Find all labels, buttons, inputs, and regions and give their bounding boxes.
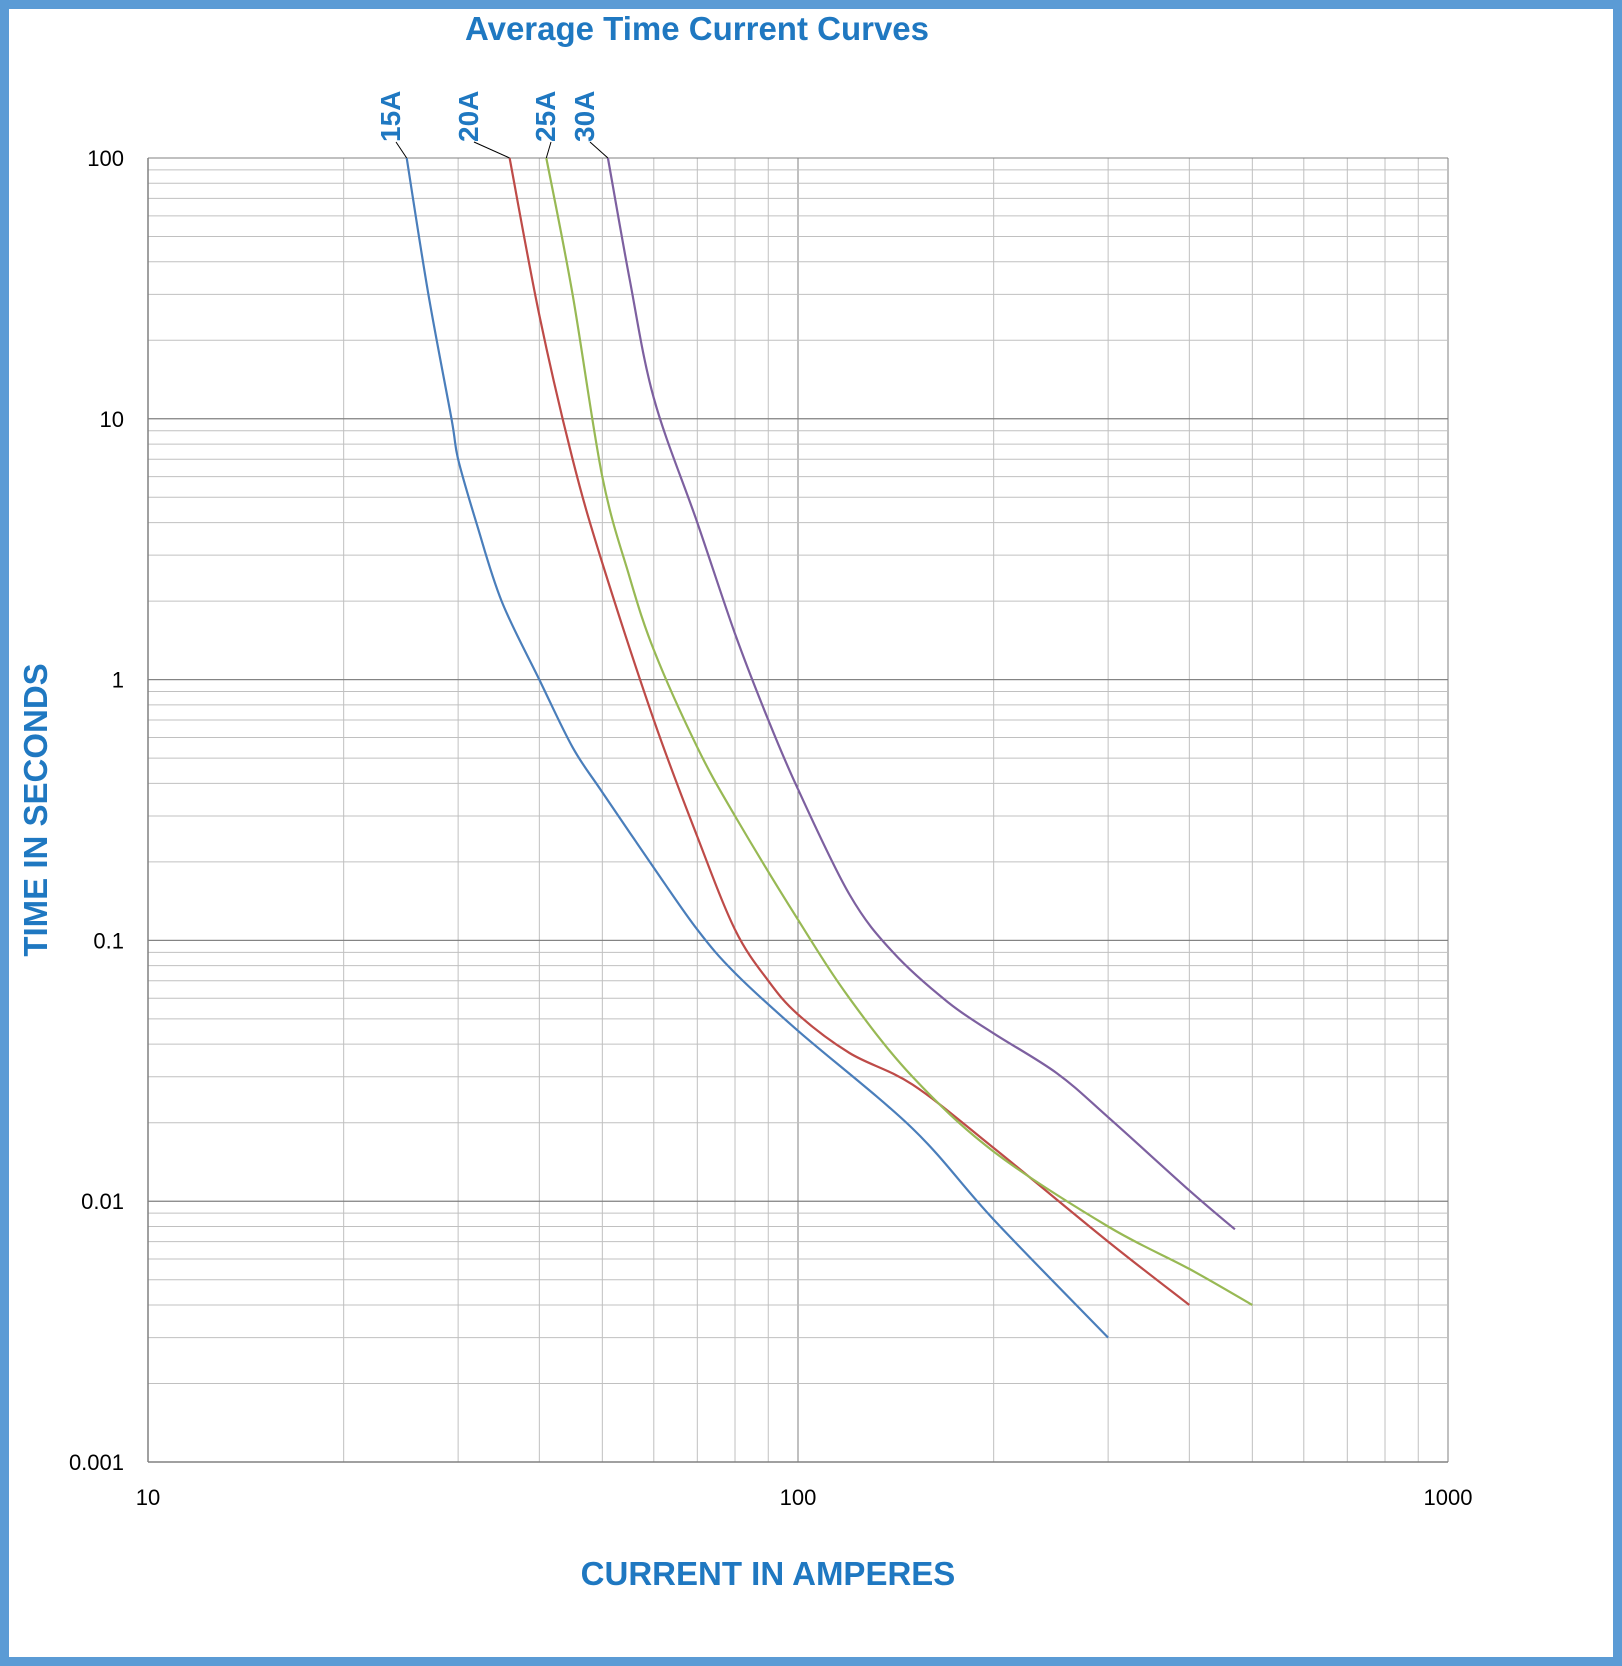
curve-label-30a: 30A xyxy=(569,91,600,142)
x-tick-label: 10 xyxy=(136,1485,160,1510)
grid xyxy=(147,157,1449,1463)
x-tick-label: 100 xyxy=(780,1485,817,1510)
y-tick-label: 0.001 xyxy=(69,1450,124,1475)
chart-title: Average Time Current Curves xyxy=(465,10,929,47)
curve-label-15a: 15A xyxy=(375,91,406,142)
y-axis-title: TIME IN SECONDS xyxy=(17,663,54,956)
curve-20a xyxy=(508,157,1190,1306)
curve-label-25a: 25A xyxy=(530,91,561,142)
curve-labels: 15A 20A 25A 30A xyxy=(375,91,609,159)
x-tick-label: 1000 xyxy=(1424,1485,1473,1510)
curve-15a xyxy=(405,157,1109,1339)
curve-label-leader xyxy=(545,141,552,159)
y-tick-label: 10 xyxy=(100,407,124,432)
curves xyxy=(405,157,1253,1339)
curve-label-leader xyxy=(473,141,510,159)
y-tick-label: 0.1 xyxy=(93,928,124,953)
curve-30a xyxy=(606,157,1236,1231)
curve-label-20a: 20A xyxy=(453,91,484,142)
curve-25a xyxy=(545,157,1253,1306)
tick-labels: 100 10 1 0.1 0.01 0.001 10 100 1000 xyxy=(69,146,1473,1510)
y-tick-label: 100 xyxy=(87,146,124,171)
curve-label-leader xyxy=(395,141,408,159)
y-tick-label: 0.01 xyxy=(81,1189,124,1214)
x-axis-title: CURRENT IN AMPERES xyxy=(581,1555,956,1592)
y-tick-label: 1 xyxy=(112,668,124,693)
axes xyxy=(147,158,1448,1463)
curve-label-leader xyxy=(589,141,609,159)
